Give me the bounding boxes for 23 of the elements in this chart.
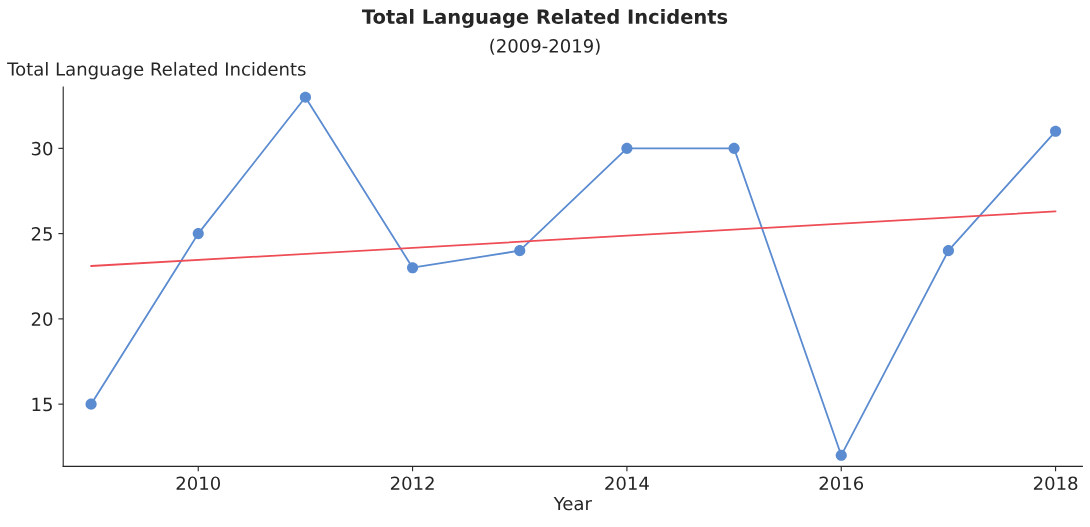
- x-axis-title: Year: [553, 496, 592, 511]
- x-tick-label: 2016: [819, 476, 864, 491]
- x-tick-label: 2010: [176, 476, 221, 491]
- y-tick-label: 15: [32, 397, 52, 412]
- point: [621, 142, 633, 154]
- point: [514, 245, 526, 257]
- y-tick-label: 20: [31, 312, 53, 326]
- x-tick-label: 2014: [605, 476, 649, 491]
- point: [407, 262, 419, 274]
- x-tick-label: 2018: [1033, 476, 1078, 491]
- point: [299, 91, 311, 103]
- y-tick-label: 30: [31, 141, 53, 156]
- point: [728, 142, 740, 154]
- chart-subtitle: (2009-2019): [490, 38, 600, 55]
- point: [1050, 125, 1062, 137]
- point: [942, 245, 954, 257]
- chart-title: Total Language Related Incidents: [361, 8, 728, 28]
- point: [192, 228, 204, 240]
- x-tick-label: 2012: [390, 476, 434, 491]
- y-tick-label: 25: [31, 227, 52, 241]
- y-axis-title: Total Language Related Incidents: [7, 61, 306, 80]
- point: [835, 449, 847, 461]
- point: [85, 398, 97, 410]
